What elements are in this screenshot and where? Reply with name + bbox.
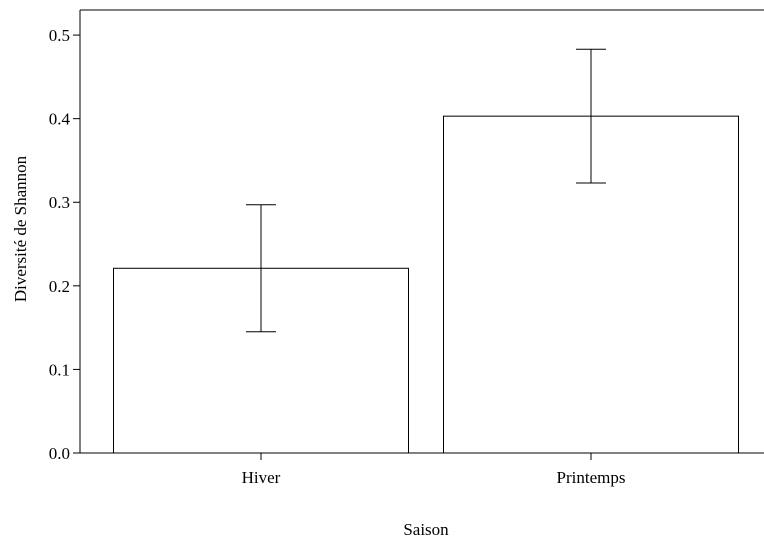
y-tick-label: 0.4 xyxy=(49,110,71,129)
y-tick-label: 0.3 xyxy=(49,193,70,212)
y-axis-title: Diversité de Shannon xyxy=(11,155,30,302)
y-tick-label: 0.0 xyxy=(49,444,70,463)
x-tick-label: Printemps xyxy=(557,468,626,487)
y-tick-label: 0.1 xyxy=(49,360,70,379)
y-axis-ticks: 0.0 0.1 0.2 0.3 0.4 0.5 xyxy=(49,26,80,463)
y-tick-label: 0.5 xyxy=(49,26,70,45)
bars xyxy=(113,48,739,454)
y-tick-label: 0.2 xyxy=(49,277,70,296)
x-tick-label: Hiver xyxy=(242,468,281,487)
x-axis-title: Saison xyxy=(403,520,449,539)
x-axis-ticks: Hiver Printemps xyxy=(242,453,626,487)
